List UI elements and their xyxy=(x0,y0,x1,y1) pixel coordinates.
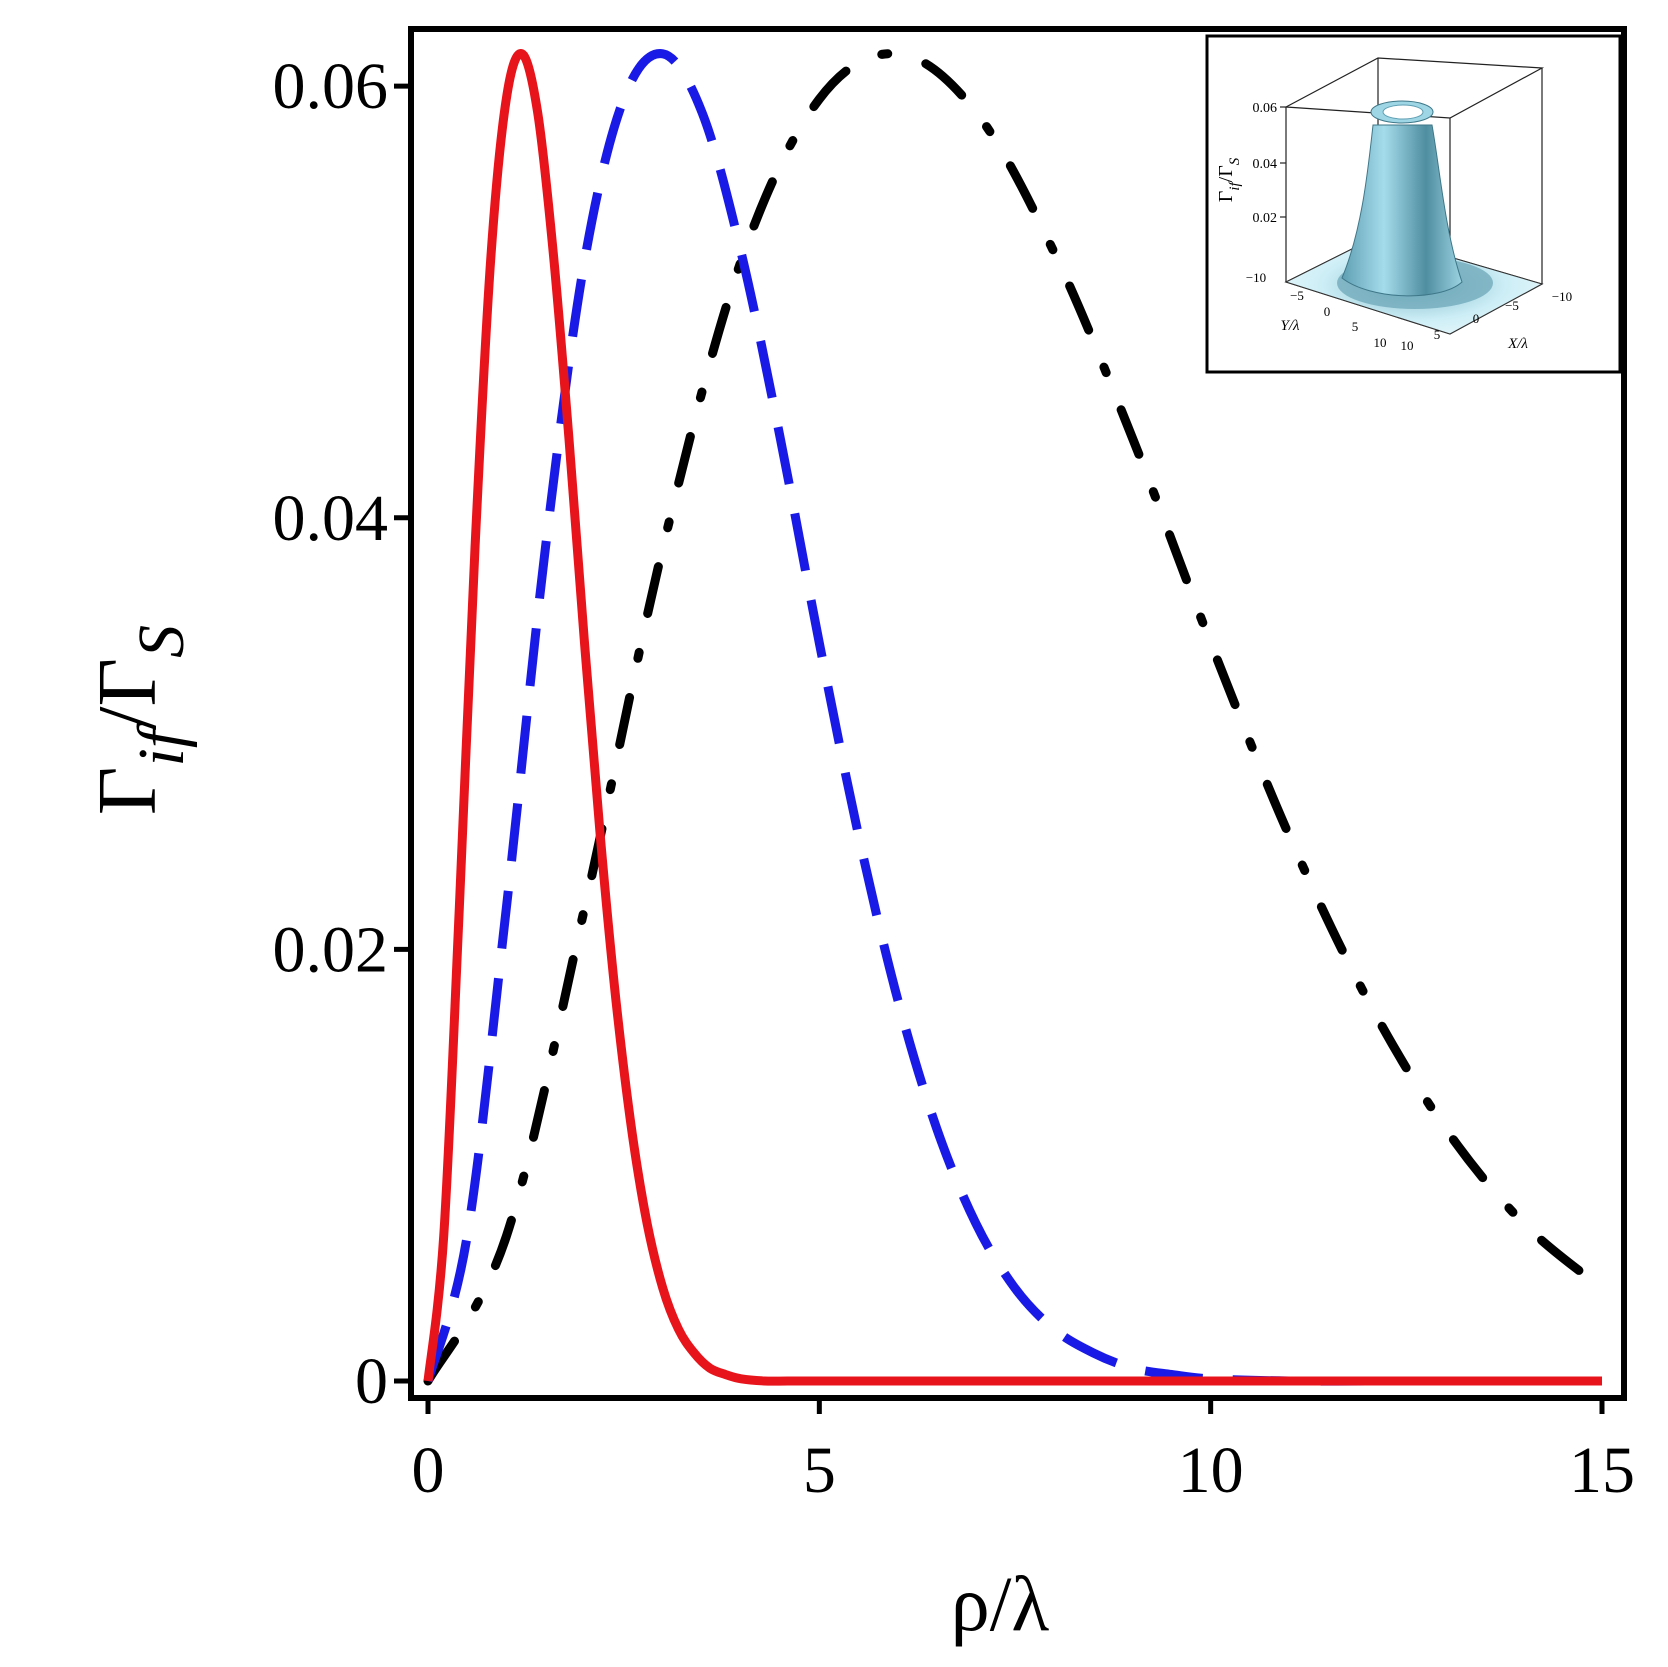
inset-z-tick-2: 0.04 xyxy=(1253,157,1278,172)
y-axis-label: Γif/ΓS xyxy=(81,625,198,815)
inset-x-tick-5: −10 xyxy=(1552,289,1572,304)
inset-x-axis-label: X/λ xyxy=(1507,336,1528,352)
inset-surface-plot: 0.06 0.04 0.02 Γif/ΓS −10 −5 0 5 10 Y/λ … xyxy=(1205,34,1622,374)
inset-x-tick-4: −5 xyxy=(1505,298,1519,313)
x-tick-label-2: 10 xyxy=(1178,1434,1244,1507)
y-label-base: Γ xyxy=(81,767,174,816)
inset-y-tick-3: 0 xyxy=(1324,304,1331,319)
inset-z-label-tail: S xyxy=(1227,157,1243,165)
x-axis: 0 5 10 15 xyxy=(412,1398,1635,1507)
inset-z-label-base: Γ xyxy=(1215,191,1237,203)
inset-x-tick-3: 0 xyxy=(1473,311,1480,326)
inset-y-tick-2: −5 xyxy=(1290,288,1304,303)
inset-y-tick-5: 10 xyxy=(1374,335,1387,350)
inset-z-label-sub: if xyxy=(1227,181,1243,191)
x-tick-label-0: 0 xyxy=(412,1434,445,1507)
y-tick-label-2: 0.04 xyxy=(273,482,389,555)
inset-y-tick-4: 5 xyxy=(1352,319,1359,334)
inset-z-label-sep: /Γ xyxy=(1215,165,1237,182)
svg-text:Γif/ΓS: Γif/ΓS xyxy=(1215,157,1243,202)
inset-z-tick-1: 0.06 xyxy=(1253,101,1278,116)
series-layer xyxy=(423,49,1607,1386)
x-tick-label-3: 15 xyxy=(1569,1434,1635,1507)
series-line-1-solid xyxy=(423,49,1602,1386)
inset-surface-body xyxy=(1341,124,1463,297)
y-tick-label-3: 0.06 xyxy=(273,50,389,123)
inset-surface-hole xyxy=(1382,104,1424,120)
y-label-sep: /Γ xyxy=(81,658,174,730)
y-axis: 0 0.02 0.04 0.06 xyxy=(273,50,411,1418)
y-tick-label-1: 0.02 xyxy=(273,913,389,986)
inset-x-tick-1: 10 xyxy=(1401,338,1414,353)
series-line-2-dashed xyxy=(423,49,1602,1386)
inset-x-tick-2: 5 xyxy=(1434,327,1441,342)
y-tick-label-0: 0 xyxy=(355,1345,388,1418)
y-label-tail: S xyxy=(125,625,198,658)
svg-text:Γif/ΓS: Γif/ΓS xyxy=(81,625,198,815)
inset-z-tick-3: 0.02 xyxy=(1253,211,1278,226)
x-axis-label: ρ/λ xyxy=(951,1560,1050,1647)
inset-y-axis-label: Y/λ xyxy=(1280,318,1300,334)
inset-z-label: Γif/ΓS xyxy=(1215,157,1243,202)
inset-y-tick-1: −10 xyxy=(1246,270,1266,285)
plot-frame xyxy=(408,26,1627,1401)
x-tick-label-1: 5 xyxy=(803,1434,836,1507)
